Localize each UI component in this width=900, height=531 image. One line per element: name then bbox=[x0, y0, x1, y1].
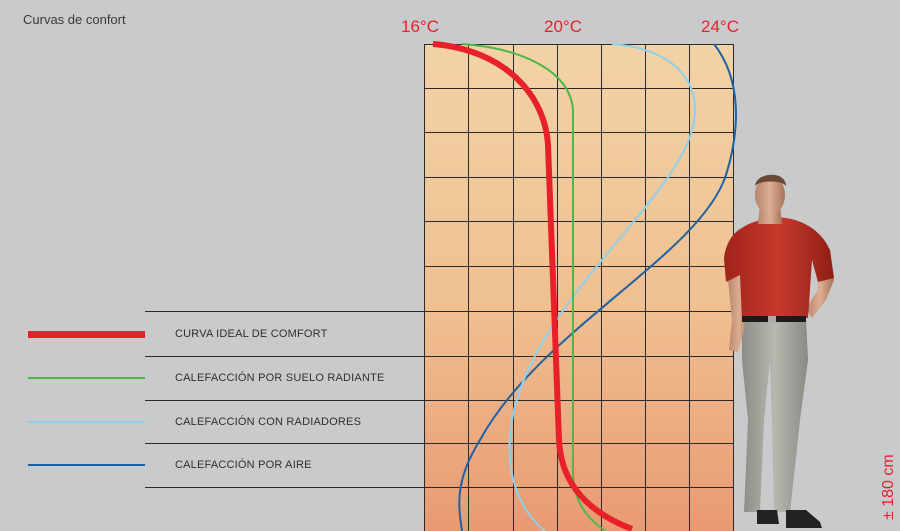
temp-label-24: 24°C bbox=[701, 17, 739, 36]
curve-radiators bbox=[508, 43, 697, 531]
page-title: Curvas de confort bbox=[23, 12, 126, 27]
legend-label-air: CALEFACCIÓN POR AIRE bbox=[175, 459, 312, 471]
curve-ideal-comfort bbox=[432, 41, 634, 531]
person-figure-icon bbox=[724, 174, 834, 528]
legend-label-underfloor: CALEFACCIÓN POR SUELO RADIANTE bbox=[175, 372, 385, 384]
chart-area bbox=[424, 44, 734, 531]
legend-label-ideal: CURVA IDEAL DE COMFORT bbox=[175, 328, 328, 340]
legend-label-radiators: CALEFACCIÓN CON RADIADORES bbox=[175, 416, 362, 428]
height-label: ± 180 cm bbox=[880, 454, 897, 520]
curve-air-heating bbox=[458, 43, 737, 531]
curve-underfloor bbox=[461, 43, 606, 531]
legend-swatch-underfloor bbox=[28, 377, 145, 379]
legend-swatch-radiators bbox=[28, 421, 145, 423]
legend-swatch-air bbox=[28, 464, 145, 466]
temp-label-16: 16°C bbox=[401, 17, 439, 36]
temp-label-20: 20°C bbox=[544, 17, 582, 36]
legend-swatch-ideal bbox=[28, 331, 145, 338]
